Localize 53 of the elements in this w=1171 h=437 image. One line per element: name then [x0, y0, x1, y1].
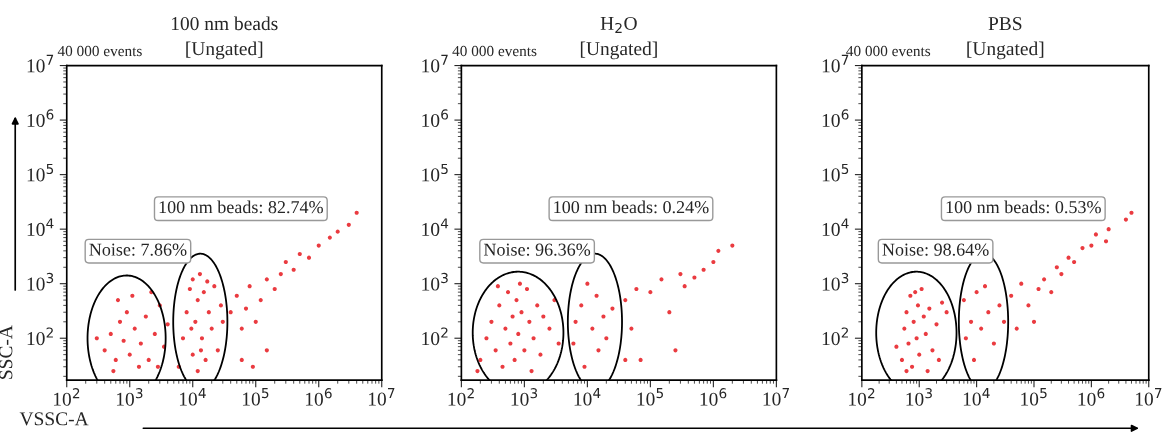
y-tick-label: 10$^{4}$ [422, 218, 449, 236]
x-tick-label: 10$^{2}$ [849, 388, 875, 406]
chart-title: PBS [988, 17, 1022, 31]
x-tick-label: 10$^{3}$ [511, 388, 538, 406]
y-tick-label: 10$^{2}$ [822, 327, 849, 346]
x-tick-label: 10$^{5}$ [242, 388, 269, 406]
y-tick-label: 10$^{3}$ [27, 272, 54, 291]
x-tick-label: 10$^{4}$ [179, 388, 206, 406]
y-tick-label: 10$^{6}$ [422, 109, 449, 127]
y-tick-label: 10$^{7}$ [27, 54, 54, 73]
annotation: Noise: 7.86% [89, 243, 187, 256]
text: 40 000 events [846, 45, 931, 57]
x-tick-label: 10$^{6}$ [1078, 388, 1105, 406]
chart-subtitle: [Ungated] [580, 41, 657, 60]
y-tick-label: 10$^{5}$ [422, 163, 448, 182]
y-tick-label: 10$^{7}$ [422, 54, 448, 73]
annotation: 100 nm beads: 0.53% [946, 200, 1101, 214]
annotation: 100 nm beads: 82.74% [159, 200, 323, 214]
x-axis-title: VSSC-A [19, 412, 89, 426]
annotation: Noise: 98.64% [882, 243, 989, 256]
y-tick-label: 10$^{6}$ [27, 109, 54, 127]
chart-title: 100 nm beads [171, 16, 278, 31]
x-tick-label: 10$^{4}$ [574, 388, 601, 406]
y-tick-label: 10$^{7}$ [822, 54, 849, 73]
chart-title: H$_{2}$O [600, 16, 637, 33]
x-tick-label: 10$^{2}$ [53, 388, 80, 406]
annotation: 100 nm beads: 0.24% [554, 200, 709, 214]
x-tick-label: 10$^{7}$ [1135, 388, 1162, 406]
x-tick-label: 10$^{7}$ [368, 388, 395, 406]
y-tick-label: 10$^{5}$ [27, 163, 54, 182]
x-tick-label: 10$^{2}$ [448, 388, 474, 406]
y-axis-title: SSC-A [0, 325, 13, 379]
text: 40 000 events [452, 45, 537, 57]
chart-subtitle: [Ungated] [186, 41, 263, 60]
y-tick-label: 10$^{2}$ [27, 327, 53, 346]
x-tick-label: 10$^{7}$ [763, 388, 790, 406]
y-tick-label: 10$^{4}$ [822, 218, 849, 236]
y-tick-label: 10$^{3}$ [822, 272, 849, 291]
x-tick-label: 10$^{6}$ [305, 388, 332, 406]
y-tick-label: 10$^{2}$ [422, 327, 448, 346]
x-tick-label: 10$^{6}$ [700, 388, 727, 406]
text: 40 000 events [57, 45, 142, 57]
x-tick-label: 10$^{5}$ [637, 388, 663, 406]
y-tick-label: 10$^{4}$ [27, 218, 54, 236]
y-tick-label: 10$^{6}$ [822, 109, 849, 127]
chart-subtitle: [Ungated] [967, 41, 1044, 60]
x-tick-label: 10$^{3}$ [116, 388, 143, 406]
annotation: Noise: 96.36% [483, 243, 591, 256]
x-tick-label: 10$^{5}$ [1021, 388, 1047, 406]
y-tick-label: 10$^{5}$ [822, 163, 849, 182]
x-tick-label: 10$^{4}$ [963, 388, 990, 406]
x-tick-label: 10$^{3}$ [906, 388, 932, 406]
y-tick-label: 10$^{3}$ [422, 272, 448, 291]
